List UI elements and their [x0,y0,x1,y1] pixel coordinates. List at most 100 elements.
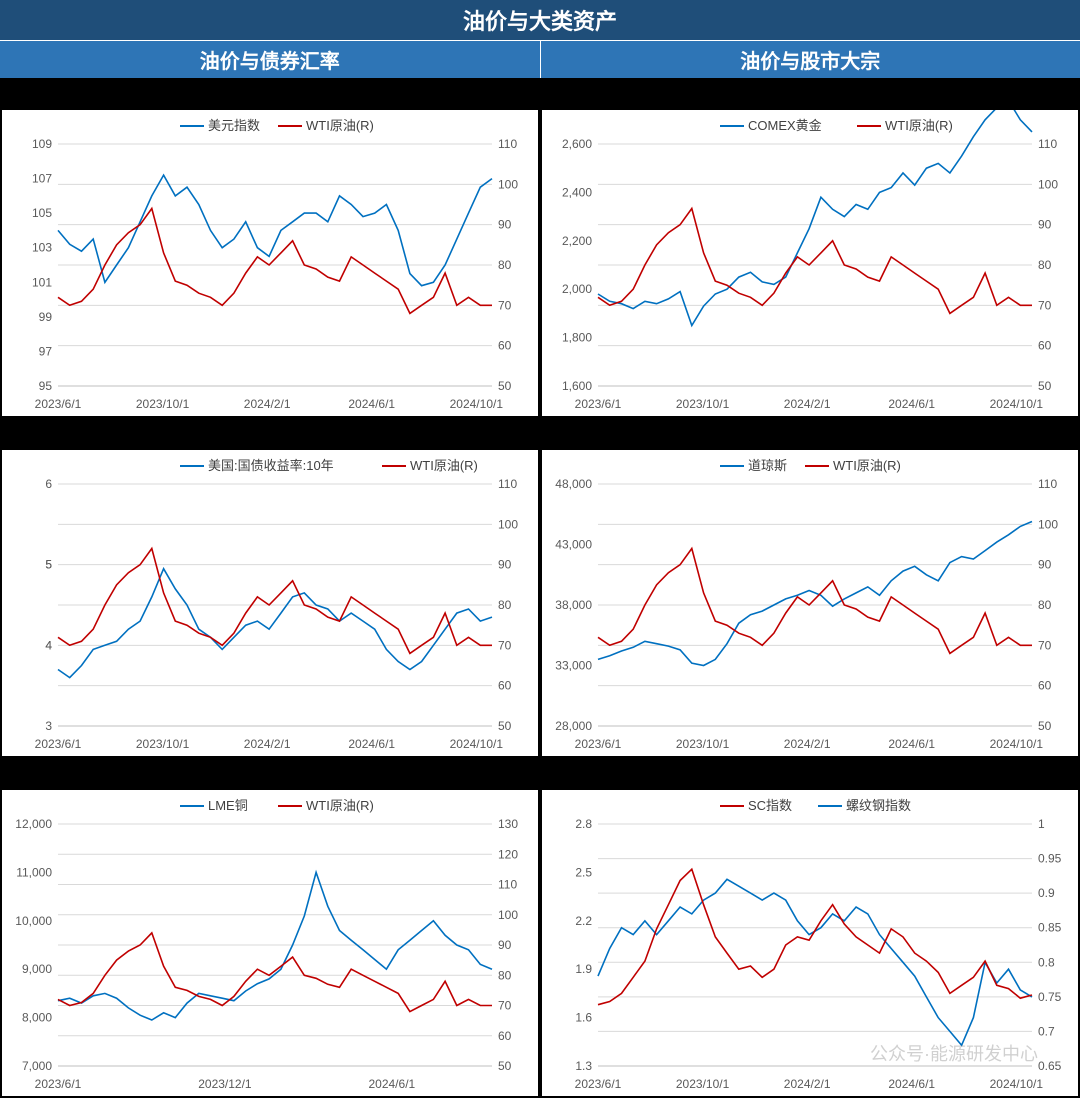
svg-text:100: 100 [1038,517,1058,531]
chart-svg-ust10y: 34455650607080901001102023/6/12023/10/12… [2,450,538,756]
svg-text:2023/6/1: 2023/6/1 [575,737,622,751]
svg-text:2023/6/1: 2023/6/1 [35,397,82,411]
svg-text:107: 107 [32,172,52,186]
sub-header: 油价与债券汇率 油价与股市大宗 [0,40,1080,78]
svg-text:LME铜: LME铜 [208,798,248,813]
svg-text:120: 120 [498,847,518,861]
svg-text:50: 50 [1038,379,1052,393]
svg-text:50: 50 [498,379,512,393]
svg-text:38,000: 38,000 [555,598,592,612]
svg-text:2024/2/1: 2024/2/1 [784,397,831,411]
svg-text:0.8: 0.8 [1038,955,1055,969]
svg-text:螺纹钢指数: 螺纹钢指数 [846,798,911,813]
svg-text:60: 60 [498,679,512,693]
svg-text:60: 60 [1038,339,1052,353]
svg-text:2023/10/1: 2023/10/1 [136,737,190,751]
svg-text:2024/10/1: 2024/10/1 [990,397,1044,411]
svg-text:2024/6/1: 2024/6/1 [888,397,935,411]
svg-text:2023/10/1: 2023/10/1 [676,1077,730,1091]
svg-text:2,200: 2,200 [562,234,592,248]
svg-text:SC指数: SC指数 [748,798,792,813]
svg-text:1,600: 1,600 [562,379,592,393]
svg-text:48,000: 48,000 [555,477,592,491]
svg-text:90: 90 [1038,558,1052,572]
svg-text:0.7: 0.7 [1038,1024,1055,1038]
svg-text:2023/6/1: 2023/6/1 [575,1077,622,1091]
svg-text:道琼斯: 道琼斯 [748,458,787,473]
svg-text:60: 60 [498,1029,512,1043]
svg-text:99: 99 [39,310,53,324]
svg-text:100: 100 [498,517,518,531]
gap-row [0,758,1080,788]
svg-text:8,000: 8,000 [22,1011,52,1025]
svg-text:2.2: 2.2 [575,914,592,928]
svg-text:WTI原油(R): WTI原油(R) [410,458,478,473]
panel-ust10y: 34455650607080901001102023/6/12023/10/12… [0,448,540,758]
svg-text:2023/10/1: 2023/10/1 [676,397,730,411]
svg-text:130: 130 [498,817,518,831]
chart-svg-sc-rebar: 1.31.61.92.22.52.80.650.70.750.80.850.90… [542,790,1078,1096]
svg-text:100: 100 [498,177,518,191]
svg-text:2.5: 2.5 [575,865,592,879]
svg-text:0.85: 0.85 [1038,921,1062,935]
svg-text:2,600: 2,600 [562,137,592,151]
svg-text:2024/2/1: 2024/2/1 [784,1077,831,1091]
svg-text:50: 50 [498,1059,512,1073]
svg-text:90: 90 [1038,218,1052,232]
svg-text:100: 100 [498,908,518,922]
svg-text:1,800: 1,800 [562,331,592,345]
main-title: 油价与大类资产 [0,0,1080,40]
svg-text:12,000: 12,000 [15,817,52,831]
svg-text:80: 80 [498,258,512,272]
svg-text:11,000: 11,000 [16,865,52,879]
svg-text:100: 100 [1038,177,1058,191]
svg-text:0.95: 0.95 [1038,852,1062,866]
chart-svg-gold: 1,6001,8002,0002,2002,4002,6005060708090… [542,110,1078,416]
svg-text:2.8: 2.8 [575,817,592,831]
svg-text:WTI原油(R): WTI原油(R) [306,798,374,813]
svg-text:2024/10/1: 2024/10/1 [450,737,504,751]
sub-right: 油价与股市大宗 [541,41,1080,78]
svg-text:90: 90 [498,218,512,232]
svg-text:110: 110 [498,477,517,491]
svg-text:70: 70 [1038,298,1052,312]
svg-text:7,000: 7,000 [22,1059,52,1073]
svg-text:33,000: 33,000 [555,659,592,673]
svg-text:90: 90 [498,938,512,952]
svg-text:2023/12/1: 2023/12/1 [198,1077,252,1091]
svg-text:70: 70 [1038,638,1052,652]
gap-row [0,78,1080,108]
svg-text:60: 60 [498,339,512,353]
svg-text:1: 1 [1038,817,1045,831]
svg-text:70: 70 [498,999,512,1013]
svg-text:95: 95 [39,379,53,393]
svg-text:美元指数: 美元指数 [208,118,260,133]
dashboard: 油价与大类资产 油价与债券汇率 油价与股市大宗 95 97 99 101 103 105 1… [0,0,1080,1098]
svg-text:0.9: 0.9 [1038,886,1055,900]
svg-text:43,000: 43,000 [555,538,592,552]
svg-text:2024/6/1: 2024/6/1 [888,737,935,751]
svg-text:80: 80 [1038,258,1052,272]
svg-text:101: 101 [32,275,52,289]
svg-text:2023/6/1: 2023/6/1 [35,1077,82,1091]
svg-text:105: 105 [32,206,52,220]
svg-text:2,400: 2,400 [562,185,592,199]
svg-text:50: 50 [1038,719,1052,733]
svg-text:90: 90 [498,558,512,572]
svg-text:2023/6/1: 2023/6/1 [575,397,622,411]
svg-text:COMEX黄金: COMEX黄金 [748,118,822,133]
svg-text:0.75: 0.75 [1038,990,1062,1004]
svg-text:WTI原油(R): WTI原油(R) [833,458,901,473]
svg-text:103: 103 [32,241,52,255]
panel-dxy: 9597991011031051071095060708090100110202… [0,108,540,418]
svg-text:1.3: 1.3 [575,1059,592,1073]
svg-text:110: 110 [498,137,517,151]
svg-text:110: 110 [1038,137,1057,151]
svg-text:97: 97 [39,344,53,358]
gap-row [0,418,1080,448]
panel-dji: 28,00033,00038,00043,00048,0005060708090… [540,448,1080,758]
svg-text:美国:国债收益率:10年: 美国:国债收益率:10年 [208,458,334,473]
svg-text:2024/10/1: 2024/10/1 [990,1077,1044,1091]
svg-text:WTI原油(R): WTI原油(R) [306,118,374,133]
svg-text:109: 109 [32,137,52,151]
